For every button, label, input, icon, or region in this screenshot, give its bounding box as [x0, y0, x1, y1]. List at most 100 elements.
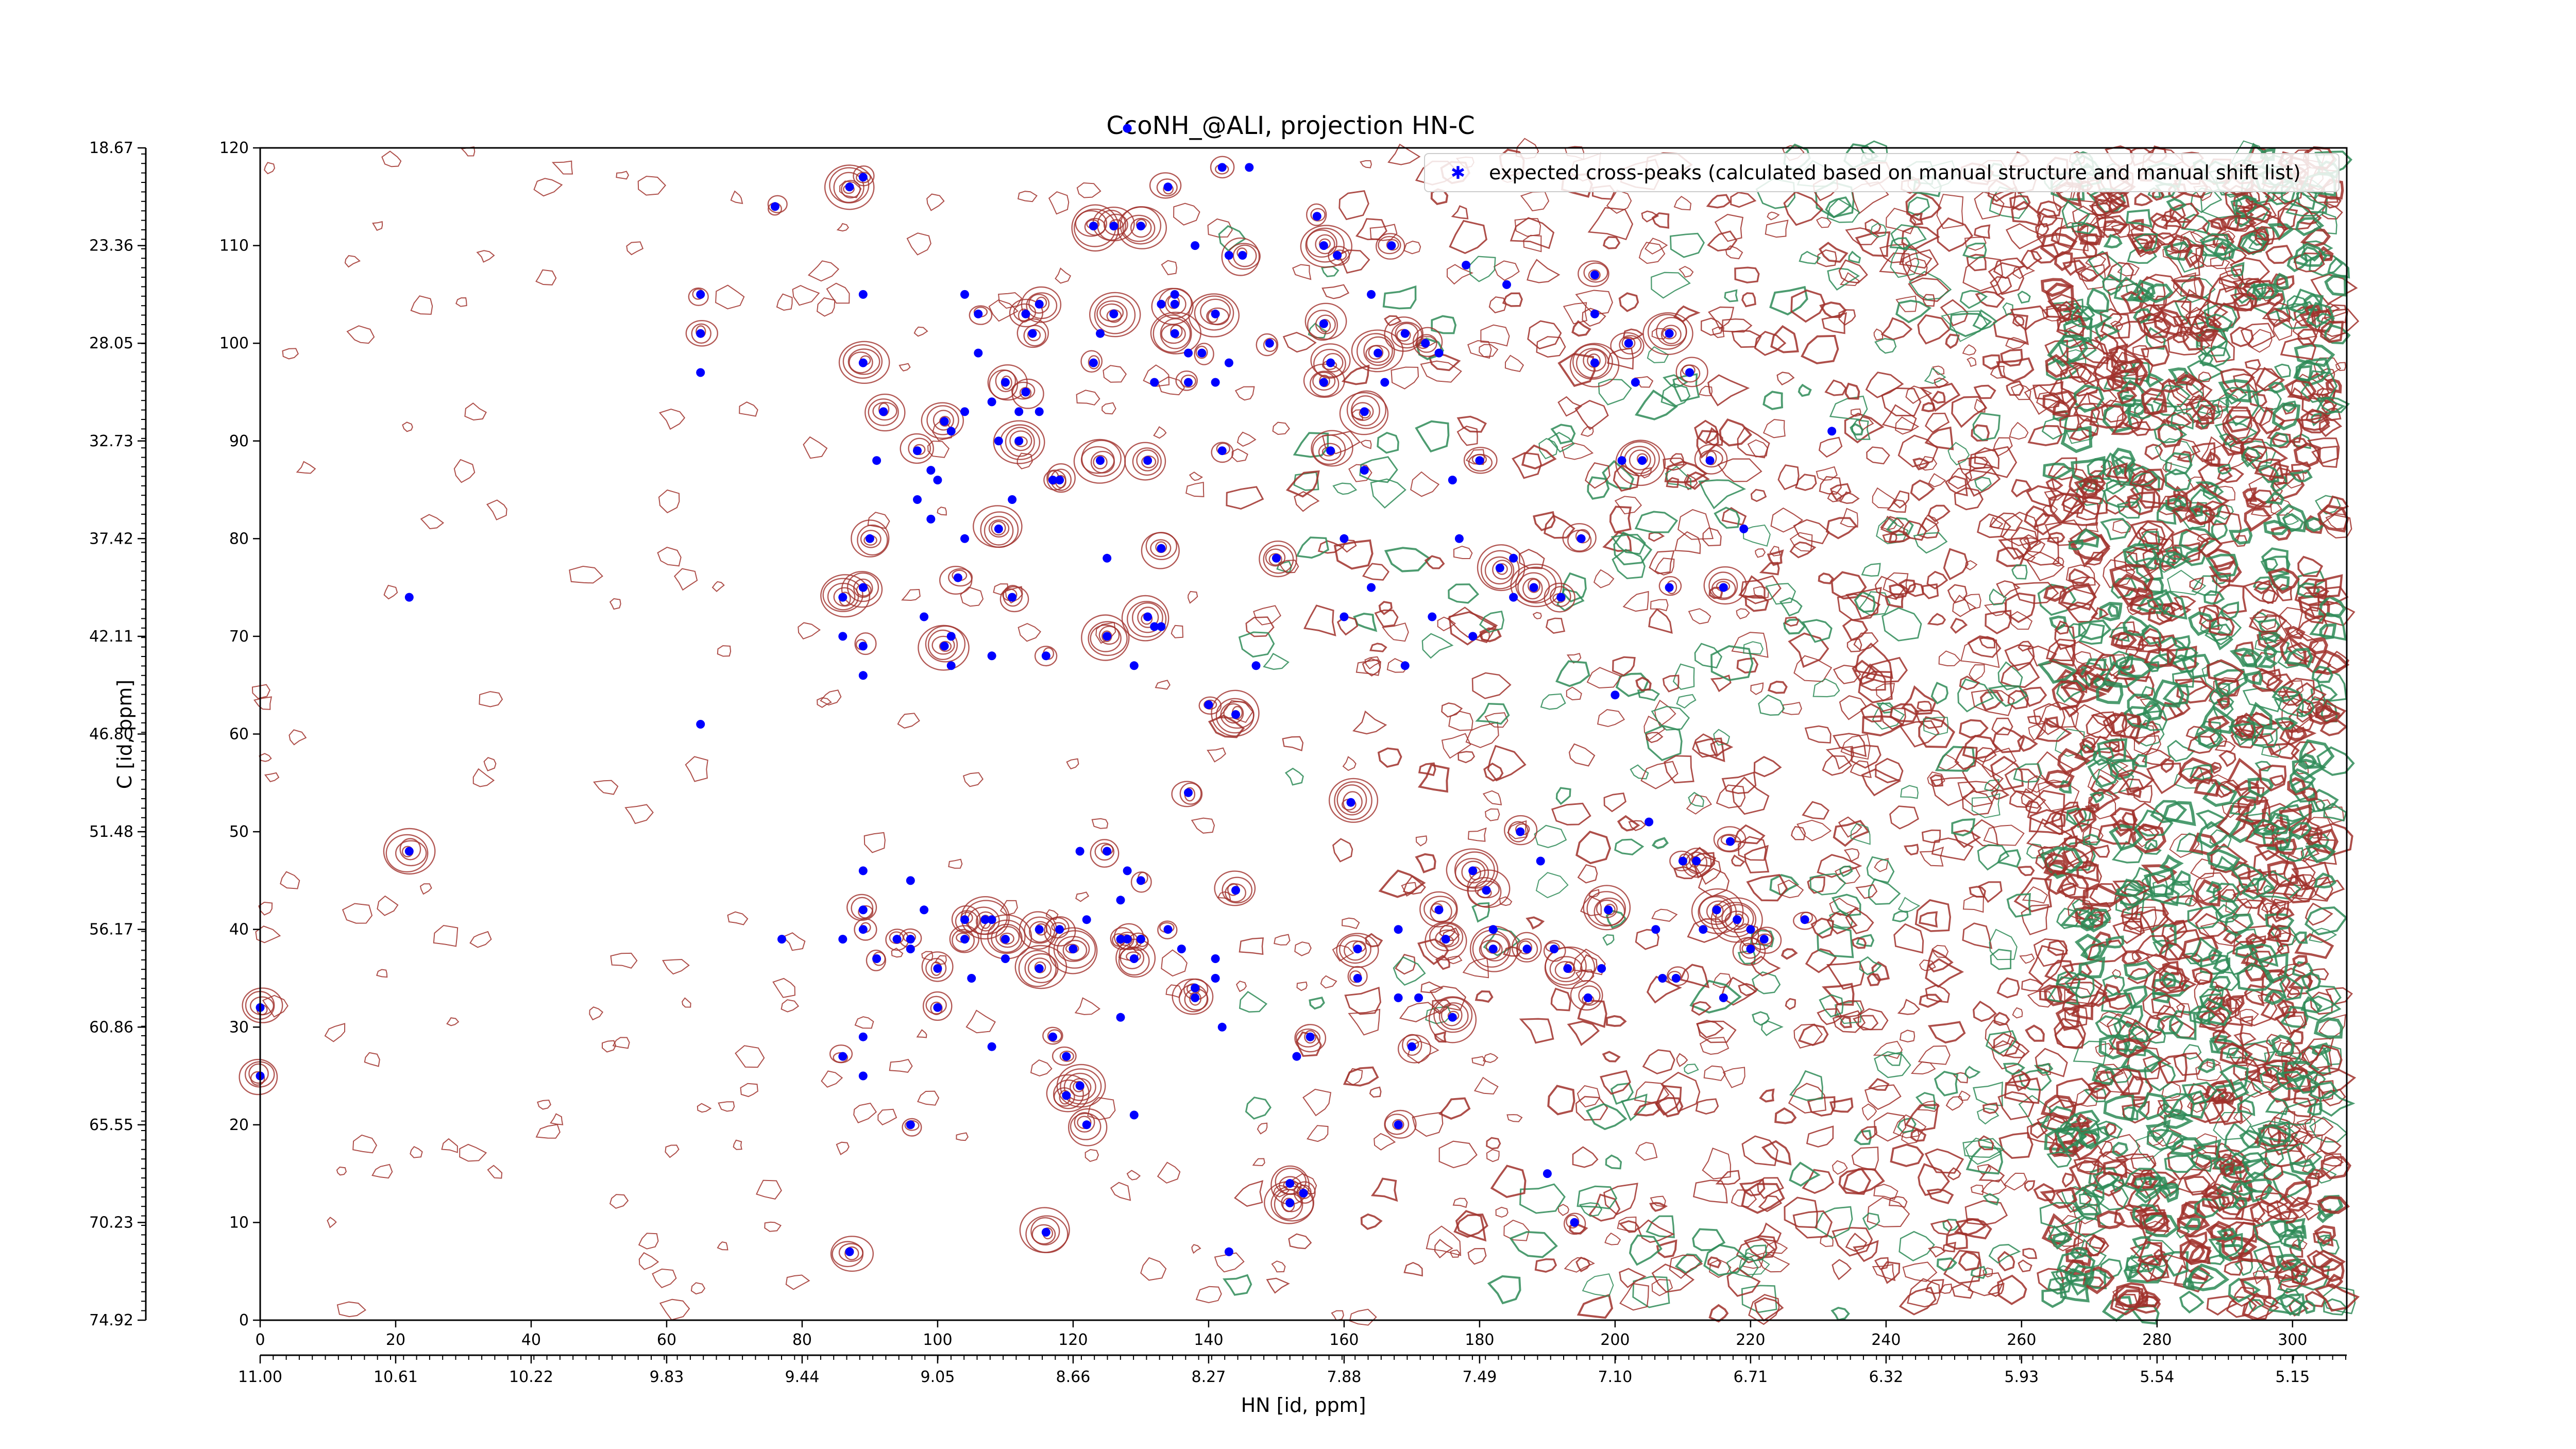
contour-line	[2167, 367, 2189, 385]
contour-line	[2163, 241, 2193, 261]
contour-line	[2297, 328, 2317, 346]
contour-line	[2242, 280, 2275, 308]
contour-line	[1924, 412, 1950, 433]
peak-contour	[999, 586, 1029, 613]
peak-contour	[1479, 939, 1503, 960]
peak-contour	[822, 578, 863, 612]
contour-line	[2311, 665, 2333, 683]
contour-line	[1927, 1021, 1966, 1044]
contour-line	[2161, 378, 2184, 393]
contour-line	[1715, 1170, 1740, 1185]
contour-line	[1957, 781, 1999, 807]
contour-line	[2313, 308, 2360, 341]
contour-line	[2144, 1060, 2176, 1092]
contour-line	[1282, 331, 1317, 353]
x-ppm-tick-label: 8.27	[1192, 1368, 1226, 1386]
contour-line	[1654, 558, 1675, 576]
contour-line	[2117, 262, 2140, 277]
contour-line	[1962, 256, 2004, 292]
contour-line	[2190, 227, 2220, 248]
contour-line	[1991, 717, 2013, 736]
peak-contour	[1569, 343, 1620, 387]
contour-line	[2056, 982, 2108, 1007]
contour-line	[1767, 211, 1780, 221]
contour-line	[2142, 1211, 2169, 1233]
contour-line	[1804, 725, 1832, 744]
contour-line	[1239, 991, 1268, 1013]
contour-line	[2120, 904, 2139, 920]
contour-line	[2125, 497, 2140, 509]
contour-line	[253, 696, 273, 710]
contour-line	[486, 499, 507, 520]
contour-line	[1378, 601, 1393, 615]
contour-line	[533, 178, 563, 197]
peak-contour	[1384, 316, 1423, 352]
contour-line	[2076, 267, 2098, 282]
contour-line	[1302, 1088, 1332, 1117]
peak-contour	[1446, 848, 1499, 892]
y-ppm-tick-label: 70.23	[89, 1214, 133, 1232]
cross-peak-marker-91	[1082, 915, 1091, 924]
contour-line	[2248, 1299, 2265, 1312]
contour-line	[1370, 478, 1406, 509]
contour-line	[2044, 769, 2075, 789]
contour-line	[863, 832, 886, 853]
y-ppm-tick-label: 23.36	[89, 237, 133, 255]
peak-contour	[1419, 891, 1458, 928]
contour-line	[1676, 694, 1697, 709]
peak-contour	[1515, 566, 1557, 604]
contour-line	[2122, 812, 2138, 826]
contour-line	[2319, 1044, 2342, 1066]
contour-line	[733, 1139, 742, 1150]
contour-line	[1829, 395, 1868, 420]
contour-line	[2304, 585, 2330, 598]
contour-line	[2081, 908, 2111, 933]
contour-line	[2276, 999, 2296, 1018]
contour-line	[1689, 980, 1742, 1014]
contour-line	[1649, 1202, 1668, 1212]
peak-contour	[1698, 895, 1737, 930]
contour-line	[2095, 1140, 2113, 1158]
cross-peak-marker-240	[1746, 925, 1755, 934]
peak-contour	[846, 572, 879, 602]
contour-line	[2194, 720, 2222, 748]
contour-line	[2285, 189, 2327, 217]
contour-line	[2206, 405, 2224, 420]
contour-line	[781, 999, 800, 1013]
contour-line	[2244, 984, 2265, 1006]
contour-line	[1504, 355, 1524, 373]
contour-line	[1153, 426, 1167, 439]
contour-line	[2208, 1233, 2243, 1259]
contour-line	[377, 895, 399, 916]
peak-contour	[829, 167, 870, 204]
contour-line	[2019, 953, 2035, 964]
x-index-tick-label: 140	[1194, 1331, 1223, 1349]
cross-peak-marker-202	[1516, 827, 1525, 836]
cross-peak-marker-160	[1319, 378, 1328, 387]
contour-line	[1794, 474, 1817, 491]
contour-line	[1816, 216, 1832, 228]
peak-contour	[1070, 1113, 1101, 1140]
cross-peak-marker-233	[1705, 456, 1715, 465]
contour-line	[2011, 479, 2032, 498]
contour-line	[2212, 1096, 2243, 1125]
peak-contour	[1549, 956, 1583, 983]
peak-contour	[849, 351, 873, 374]
cross-peak-marker-155	[1299, 1189, 1308, 1198]
contour-line	[1674, 531, 1701, 554]
contour-line	[1672, 663, 1695, 690]
contour-line	[1664, 460, 1708, 483]
cross-peak-marker-215	[1590, 358, 1599, 367]
contour-line	[2137, 1290, 2161, 1308]
contour-line	[1534, 824, 1567, 848]
peak-contour	[1084, 217, 1106, 236]
contour-line	[2125, 786, 2142, 799]
contour-line	[1844, 412, 1885, 444]
contour-line	[2132, 809, 2174, 837]
contour-line	[1609, 506, 1632, 534]
contour-line	[2160, 551, 2183, 564]
contour-line	[255, 925, 281, 943]
contour-line	[2234, 1202, 2266, 1223]
contour-line	[1598, 378, 1632, 406]
